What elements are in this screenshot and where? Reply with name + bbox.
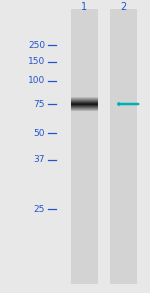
Bar bbox=[70, 103, 98, 104]
Bar bbox=[70, 102, 98, 103]
Bar bbox=[110, 9, 136, 284]
Bar bbox=[70, 107, 98, 108]
Text: 50: 50 bbox=[33, 129, 45, 138]
Bar bbox=[70, 105, 98, 106]
Bar bbox=[70, 99, 98, 100]
Bar bbox=[70, 100, 98, 101]
Bar bbox=[70, 106, 98, 107]
Bar bbox=[70, 98, 98, 99]
Text: 75: 75 bbox=[33, 100, 45, 108]
Text: 100: 100 bbox=[28, 76, 45, 85]
Text: 37: 37 bbox=[33, 155, 45, 164]
Bar bbox=[70, 104, 98, 105]
Text: 25: 25 bbox=[34, 205, 45, 214]
Bar bbox=[70, 97, 98, 98]
Bar bbox=[70, 108, 98, 109]
Text: 1: 1 bbox=[81, 2, 87, 12]
Text: 250: 250 bbox=[28, 41, 45, 50]
Bar bbox=[70, 101, 98, 102]
Text: 150: 150 bbox=[28, 57, 45, 66]
Text: 2: 2 bbox=[120, 2, 126, 12]
Bar bbox=[70, 109, 98, 110]
Bar bbox=[70, 9, 98, 284]
